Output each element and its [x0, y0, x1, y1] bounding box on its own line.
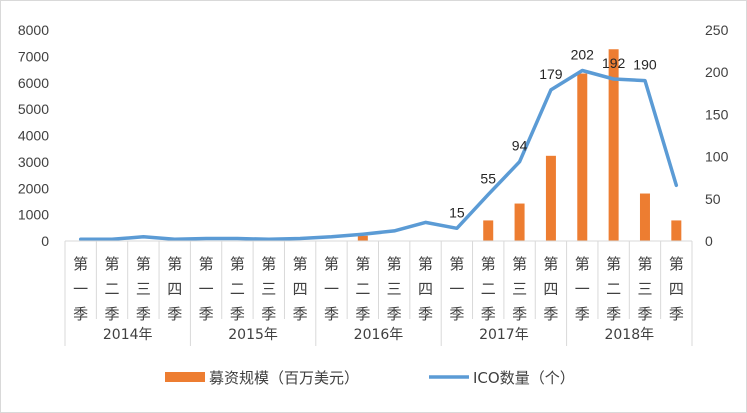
year-label: 2017年: [479, 327, 529, 343]
left-axis-tick: 4000: [18, 128, 49, 144]
year-label: 2016年: [354, 327, 404, 343]
quarter-label: 第四季: [293, 255, 308, 323]
legend: 募资规模（百万美元） ICO数量（个）: [165, 369, 575, 387]
bar: [577, 73, 588, 241]
right-axis-tick: 50: [705, 191, 721, 207]
left-axis-tick: 7000: [18, 48, 49, 64]
quarter-label: 第三季: [136, 255, 151, 323]
quarter-label: 第二季: [606, 255, 621, 323]
data-label: 179: [539, 66, 563, 82]
right-axis-tick: 150: [705, 106, 729, 122]
data-label: 94: [512, 138, 528, 154]
quarter-label: 第一季: [324, 255, 339, 323]
quarter-label: 第三季: [637, 255, 652, 323]
bar: [483, 220, 494, 241]
legend-line-label: ICO数量（个）: [473, 369, 575, 387]
left-axis-tick: 3000: [18, 154, 49, 170]
left-axis-tick: 6000: [18, 75, 49, 91]
bar-series: [357, 49, 682, 241]
year-label: 2015年: [228, 327, 278, 343]
data-label: 192: [602, 55, 626, 71]
right-axis-tick: 100: [705, 149, 729, 165]
left-axis-tick: 0: [41, 233, 49, 249]
quarter-label: 第二季: [230, 255, 245, 323]
quarter-label: 第一季: [449, 255, 464, 323]
bar: [357, 235, 368, 241]
quarter-label: 第三季: [261, 255, 276, 323]
data-label: 190: [633, 57, 657, 73]
bar: [671, 220, 682, 241]
bar: [514, 203, 525, 241]
quarter-label: 第四季: [167, 255, 182, 323]
quarter-label: 第二季: [355, 255, 370, 323]
data-label: 15: [449, 204, 465, 220]
quarter-label: 第一季: [199, 255, 214, 323]
year-label: 2014年: [103, 327, 153, 343]
legend-bar-label: 募资规模（百万美元）: [209, 369, 359, 387]
quarter-label: 第四季: [669, 255, 684, 323]
bar: [639, 193, 650, 241]
quarter-label: 第四季: [543, 255, 558, 323]
bar: [545, 155, 556, 241]
left-axis-tick: 2000: [18, 180, 49, 196]
quarter-label: 第三季: [387, 255, 402, 323]
data-labels: 15 55 94 179 202 192 190: [449, 47, 657, 221]
quarter-label: 第二季: [105, 255, 120, 323]
ico-count-line: [78, 68, 679, 242]
left-axis: 0 1000 2000 3000 4000 5000 6000 7000 8000: [18, 22, 49, 249]
line-series: [78, 68, 679, 242]
quarter-label: 第一季: [73, 255, 88, 323]
legend-bar-swatch: [165, 372, 205, 382]
data-label: 55: [480, 171, 496, 187]
right-axis-tick: 250: [705, 22, 729, 38]
quarter-label: 第四季: [418, 255, 433, 323]
quarter-label: 第一季: [575, 255, 590, 323]
right-axis-tick: 0: [705, 233, 713, 249]
quarter-label: 第二季: [481, 255, 496, 323]
data-label: 202: [571, 47, 595, 63]
left-axis-tick: 8000: [18, 22, 49, 38]
quarter-label: 第三季: [512, 255, 527, 323]
right-axis: 0 50 100 150 200 250: [705, 22, 729, 249]
left-axis-tick: 1000: [18, 207, 49, 223]
year-label: 2018年: [604, 327, 654, 343]
bar: [608, 49, 619, 241]
category-axis: 第一季 第二季 第三季 第四季 第一季 第二季 第三季 第四季 第一季 第二季 第三季 第四季 第一季 第…: [64, 240, 693, 346]
left-axis-tick: 5000: [18, 101, 49, 117]
right-axis-tick: 200: [705, 64, 729, 80]
